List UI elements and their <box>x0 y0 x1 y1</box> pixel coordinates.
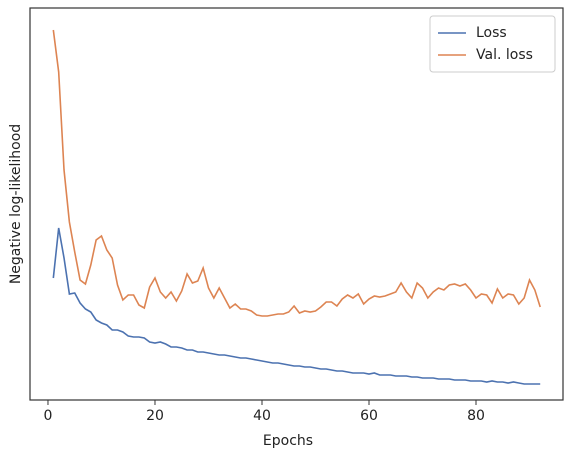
line-series <box>52 29 541 317</box>
x-axis-label: Epochs <box>263 433 313 449</box>
legend-label: Val. loss <box>476 47 533 63</box>
x-tick-label: 40 <box>253 408 271 424</box>
y-axis-label: Negative log-likelihood <box>8 124 24 284</box>
x-tick-label: 20 <box>146 408 164 424</box>
legend-box <box>429 15 556 73</box>
plot-frame <box>29 7 564 401</box>
line-series <box>52 227 541 385</box>
legend-label: Loss <box>476 25 507 41</box>
x-tick-label: 0 <box>44 408 53 424</box>
x-tick-label: 60 <box>360 408 378 424</box>
x-tick-label: 80 <box>467 408 485 424</box>
